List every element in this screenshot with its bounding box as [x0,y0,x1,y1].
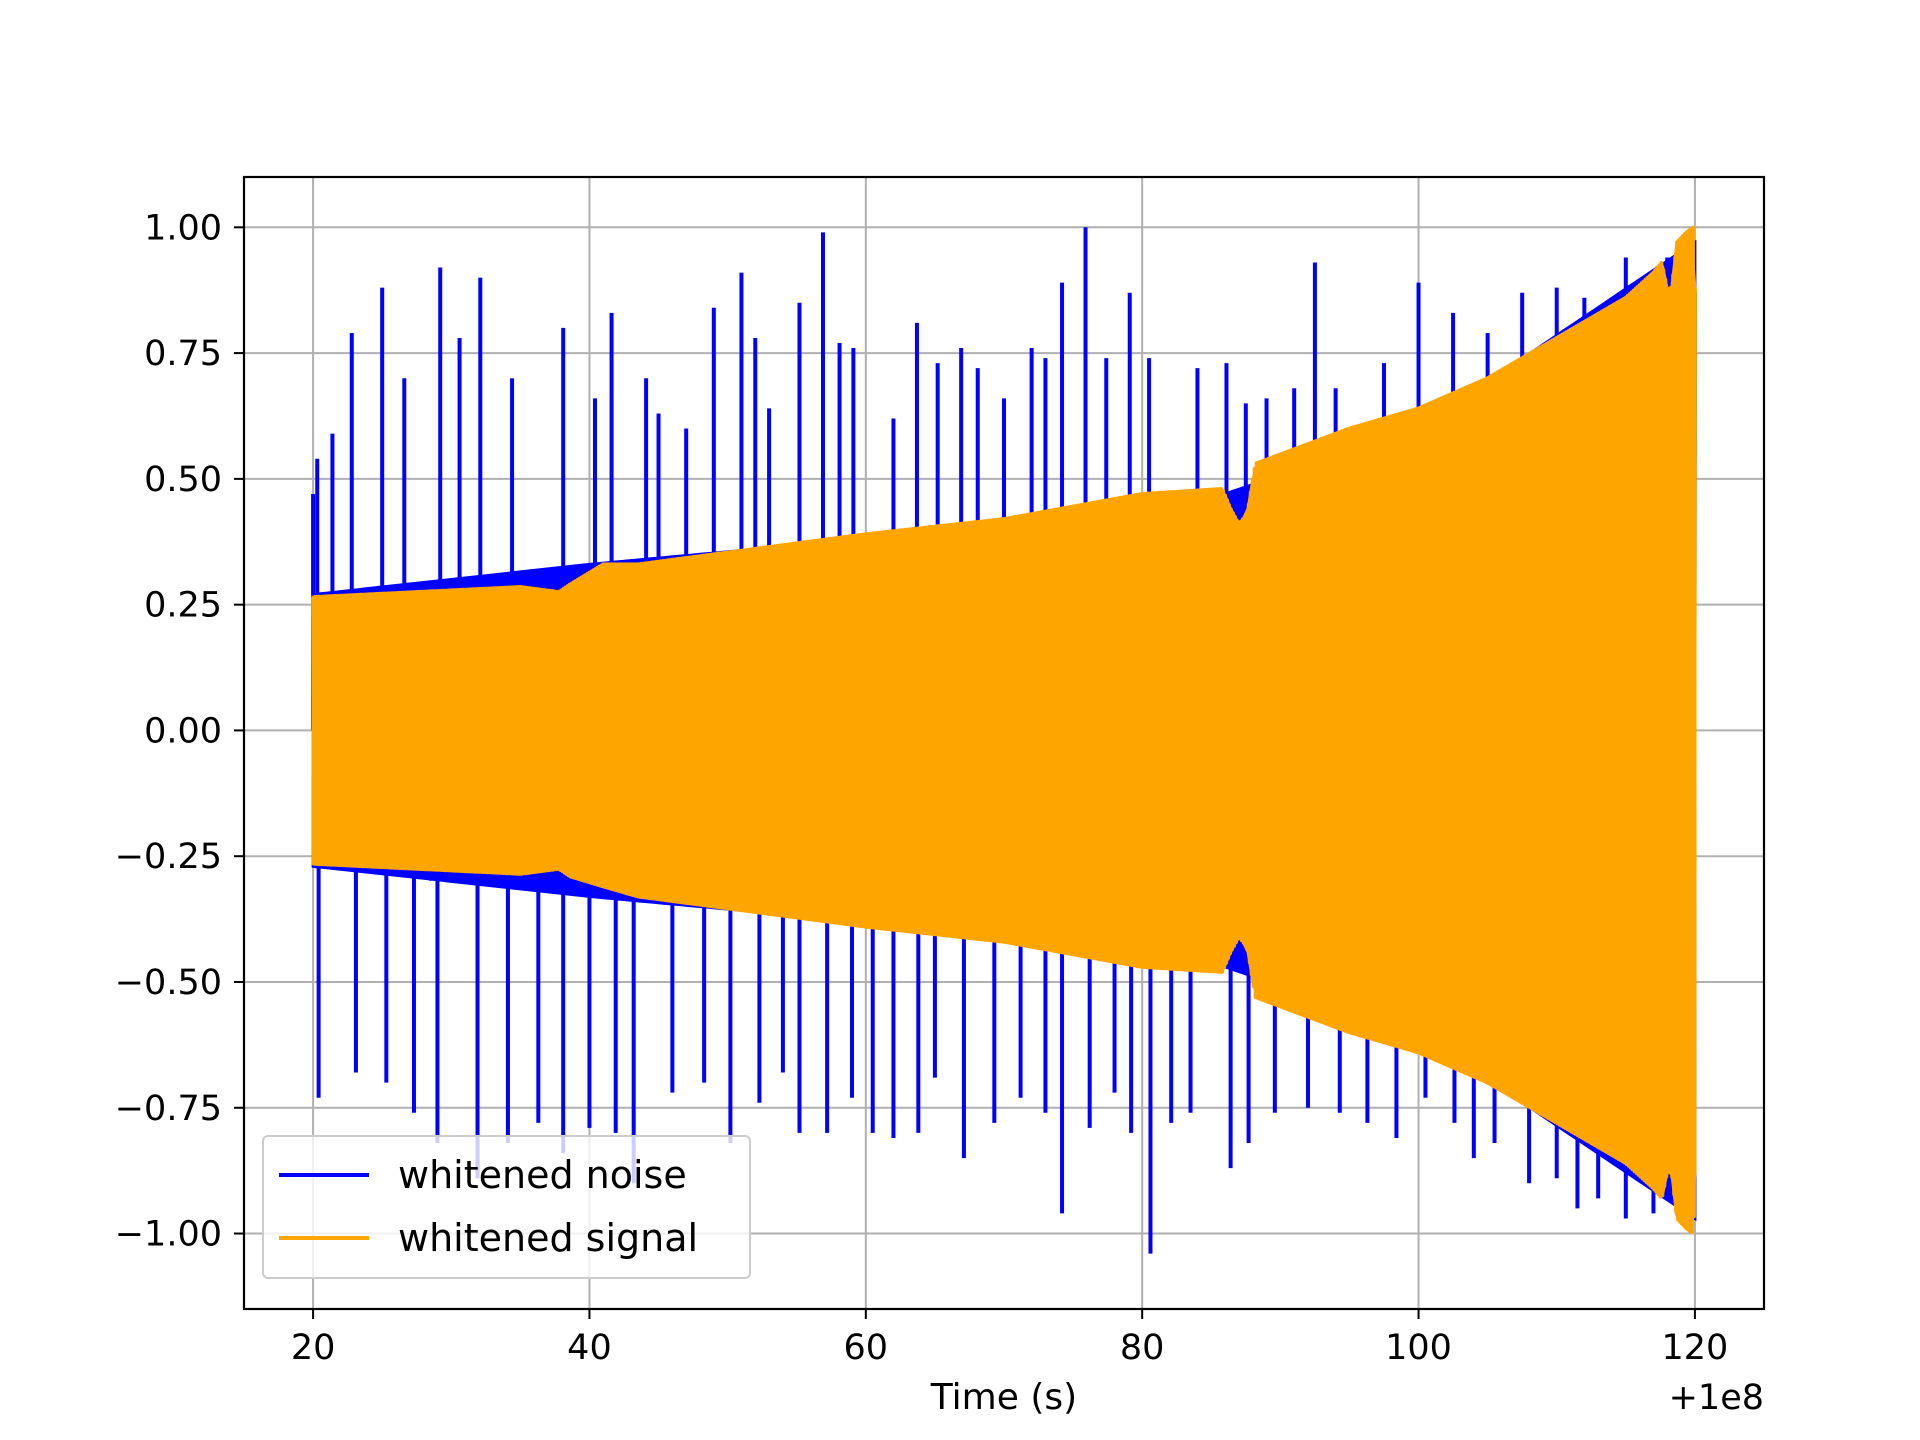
y-tick-label: −0.25 [115,837,222,877]
ticks: 20 40 60 80 100 120 1.00 0.75 0.50 0.25 0.00 −0.25 −… [115,208,1729,1368]
legend-label-whitened-signal: whitened signal [398,1216,698,1260]
y-tick-label: −1.00 [115,1215,222,1255]
x-tick-label: 60 [844,1328,889,1368]
y-tick-label: −0.50 [115,963,222,1003]
y-tick-label: 0.75 [144,334,222,374]
x-tick-label: 120 [1662,1328,1729,1368]
x-tick-label: 20 [291,1328,336,1368]
y-tick-label: −0.75 [115,1089,222,1129]
x-tick-label: 80 [1120,1328,1165,1368]
y-tick-label: 0.25 [144,586,222,626]
x-offset-label: +1e8 [1669,1378,1764,1418]
plot-frame [242,175,1766,1311]
y-tick-label: 0.50 [144,460,222,500]
legend-label-whitened-noise: whitened noise [398,1153,687,1197]
y-tick-label: 1.00 [144,208,222,248]
legend-box [262,1135,751,1279]
legend: whitened noise whitened signal [262,1135,751,1279]
x-axis-label: Time (s) [930,1377,1077,1418]
y-tick-label: 0.00 [144,711,222,751]
x-tick-label: 40 [567,1328,612,1368]
x-tick-label: 100 [1385,1328,1452,1368]
series-layer [311,225,1697,1254]
series-whitened-signal [311,225,1697,1235]
series-envelope-whitened-signal [311,226,1697,1235]
